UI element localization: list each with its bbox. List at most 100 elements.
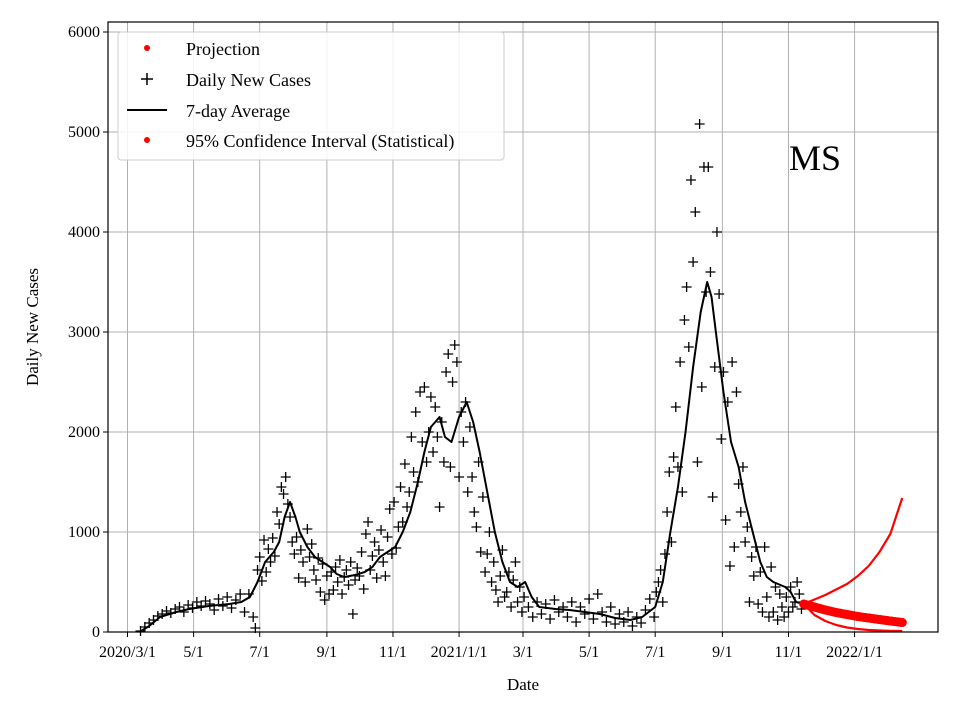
daily-case-point: [488, 557, 499, 567]
daily-case-point: [696, 382, 707, 392]
daily-case-point: [302, 524, 313, 534]
daily-case-point: [527, 612, 538, 622]
daily-case-point: [584, 594, 595, 604]
daily-case-point: [562, 612, 573, 622]
daily-case-point: [350, 575, 361, 585]
legend-projection: Projection: [186, 39, 260, 59]
daily-case-point: [486, 577, 497, 587]
daily-case-point: [276, 482, 287, 492]
region-annotation: MS: [789, 138, 841, 178]
y-tick-label: 1000: [68, 524, 100, 541]
y-tick-label: 2000: [68, 424, 100, 441]
daily-case-point: [345, 557, 356, 567]
y-tick-label: 0: [92, 624, 100, 641]
x-tick-label: 9/1: [317, 644, 337, 661]
daily-case-point: [592, 589, 603, 599]
daily-case-point: [332, 577, 343, 587]
daily-case-point: [776, 602, 787, 612]
daily-case-point: [449, 340, 460, 350]
daily-case-point: [443, 349, 454, 359]
projection-point: [897, 618, 907, 627]
daily-case-point: [265, 557, 276, 567]
daily-case-point: [458, 437, 469, 447]
y-tick-label: 6000: [68, 24, 100, 41]
daily-case-point: [659, 549, 670, 559]
daily-case-point: [462, 487, 473, 497]
daily-case-point: [330, 562, 341, 572]
daily-case-point: [688, 257, 699, 267]
daily-case-point: [499, 592, 510, 602]
daily-case-point: [263, 544, 274, 554]
daily-case-point: [495, 571, 506, 581]
daily-case-point: [376, 525, 387, 535]
daily-case-point: [378, 557, 389, 567]
daily-case-point: [644, 594, 655, 604]
daily-case-point: [506, 602, 517, 612]
daily-case-point: [512, 597, 523, 607]
daily-case-point: [295, 545, 306, 555]
daily-case-point: [475, 547, 486, 557]
x-tick-label: 3/1: [513, 644, 533, 661]
daily-case-point: [588, 614, 599, 624]
daily-case-point: [356, 547, 367, 557]
daily-case-point: [371, 573, 382, 583]
daily-case-point: [311, 575, 322, 585]
legend-projection-marker: [144, 45, 150, 51]
daily-case-point: [328, 585, 339, 595]
daily-case-point: [343, 580, 354, 590]
daily-case-point: [610, 619, 621, 629]
daily-case-point: [549, 595, 560, 605]
daily-case-point: [402, 502, 413, 512]
daily-case-point: [781, 592, 792, 602]
daily-case-point: [516, 607, 527, 617]
daily-case-point: [239, 607, 250, 617]
daily-case-point: [605, 602, 616, 612]
daily-case-point: [501, 587, 512, 597]
daily-case-point: [399, 459, 410, 469]
daily-case-point: [363, 517, 374, 527]
daily-case-point: [306, 539, 317, 549]
daily-case-point: [419, 382, 430, 392]
daily-case-point: [477, 492, 488, 502]
daily-case-point: [636, 618, 647, 628]
daily-case-point: [768, 607, 779, 617]
daily-case-point: [337, 589, 348, 599]
x-tick-label: 2020/3/1: [99, 644, 156, 661]
daily-case-point: [571, 617, 582, 627]
daily-case-point: [454, 472, 465, 482]
daily-case-point: [519, 592, 530, 602]
x-tick-label: 5/1: [183, 644, 203, 661]
ci-upper-line: [803, 497, 904, 606]
daily-case-point: [298, 557, 309, 567]
chart-marks: [135, 119, 907, 636]
daily-case-point: [545, 614, 556, 624]
daily-case-point: [334, 555, 345, 565]
daily-case-point: [382, 532, 393, 542]
daily-case-point: [393, 522, 404, 532]
y-tick-label: 3000: [68, 324, 100, 341]
daily-case-point: [308, 565, 319, 575]
daily-case-point: [367, 551, 378, 561]
daily-case-point: [471, 522, 482, 532]
daily-case-point: [315, 587, 326, 597]
daily-case-point: [735, 507, 746, 517]
legend-ci-marker: [144, 137, 150, 143]
legend-plus-marker: [141, 73, 153, 85]
y-tick-label: 4000: [68, 224, 100, 241]
x-axis-label: Date: [507, 675, 539, 694]
daily-case-point: [467, 472, 478, 482]
daily-case-point: [753, 599, 764, 609]
daily-case-point: [373, 545, 384, 555]
daily-case-point: [408, 467, 419, 477]
daily-case-point: [623, 607, 634, 617]
daily-case-point: [690, 207, 701, 217]
daily-case-point: [657, 597, 668, 607]
daily-case-point: [536, 609, 547, 619]
daily-case-point: [384, 504, 395, 514]
daily-case-point: [761, 592, 772, 602]
daily-case-point: [428, 447, 439, 457]
daily-case-point: [293, 573, 304, 583]
daily-case-point: [766, 562, 777, 572]
daily-case-point: [430, 402, 441, 412]
